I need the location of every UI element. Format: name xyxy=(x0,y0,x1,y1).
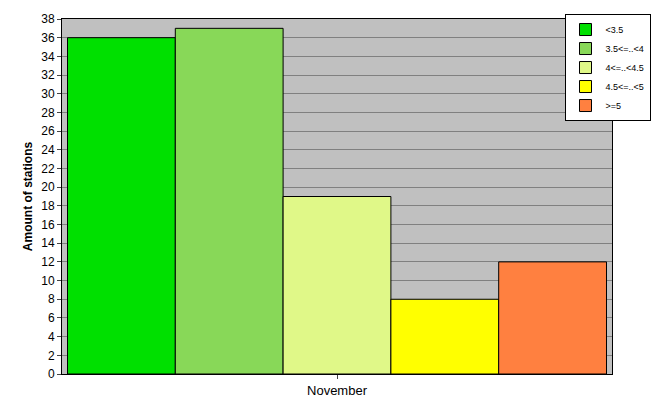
svg-text:14: 14 xyxy=(41,236,55,250)
svg-text:20: 20 xyxy=(41,180,55,194)
svg-text:24: 24 xyxy=(41,143,55,157)
svg-text:22: 22 xyxy=(41,162,55,176)
svg-text:26: 26 xyxy=(41,124,55,138)
svg-text:32: 32 xyxy=(41,68,55,82)
svg-text:Amount of stations: Amount of stations xyxy=(21,142,35,252)
svg-text:12: 12 xyxy=(41,255,55,269)
svg-text:>=5: >=5 xyxy=(606,101,622,111)
svg-text:3.5<=..<4: 3.5<=..<4 xyxy=(606,44,644,54)
svg-text:4: 4 xyxy=(48,330,55,344)
svg-text:0: 0 xyxy=(48,367,55,381)
svg-text:8: 8 xyxy=(48,292,55,306)
svg-text:30: 30 xyxy=(41,87,55,101)
svg-text:4<=..<4.5: 4<=..<4.5 xyxy=(606,63,644,73)
svg-text:34: 34 xyxy=(41,50,55,64)
svg-text:2: 2 xyxy=(48,349,55,363)
svg-text:38: 38 xyxy=(41,12,55,26)
svg-text:16: 16 xyxy=(41,218,55,232)
svg-text:36: 36 xyxy=(41,31,55,45)
svg-text:10: 10 xyxy=(41,274,55,288)
svg-text:4.5<=..<5: 4.5<=..<5 xyxy=(606,82,644,92)
svg-text:28: 28 xyxy=(41,106,55,120)
svg-text:6: 6 xyxy=(48,311,55,325)
svg-text:<3.5: <3.5 xyxy=(606,25,624,35)
svg-text:18: 18 xyxy=(41,199,55,213)
svg-text:November: November xyxy=(307,383,368,398)
